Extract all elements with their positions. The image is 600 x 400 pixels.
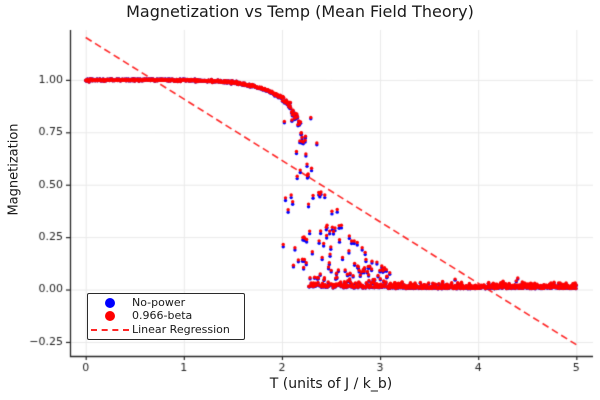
legend-box: No-power 0.966-beta Linear Regression <box>87 293 245 340</box>
legend-item-no-power: No-power <box>88 296 244 309</box>
dashed-line-marker-icon <box>91 329 129 332</box>
legend-item-beta: 0.966-beta <box>88 310 244 323</box>
blue-dot-marker-icon <box>105 297 115 308</box>
legend-swatch-cell <box>88 297 132 308</box>
legend-label: 0.966-beta <box>132 309 193 323</box>
legend-swatch-cell <box>88 329 132 332</box>
red-dot-marker-icon <box>105 311 115 322</box>
legend-swatch-cell <box>88 311 132 322</box>
x-axis-label: T (units of J / k_b) <box>269 376 393 392</box>
legend-label: Linear Regression <box>132 323 230 337</box>
y-axis-label: Magnetization <box>6 123 22 216</box>
legend-label: No-power <box>132 295 186 309</box>
legend-item-regression: Linear Regression <box>88 324 244 337</box>
chart-title: Magnetization vs Temp (Mean Field Theory… <box>126 2 474 21</box>
